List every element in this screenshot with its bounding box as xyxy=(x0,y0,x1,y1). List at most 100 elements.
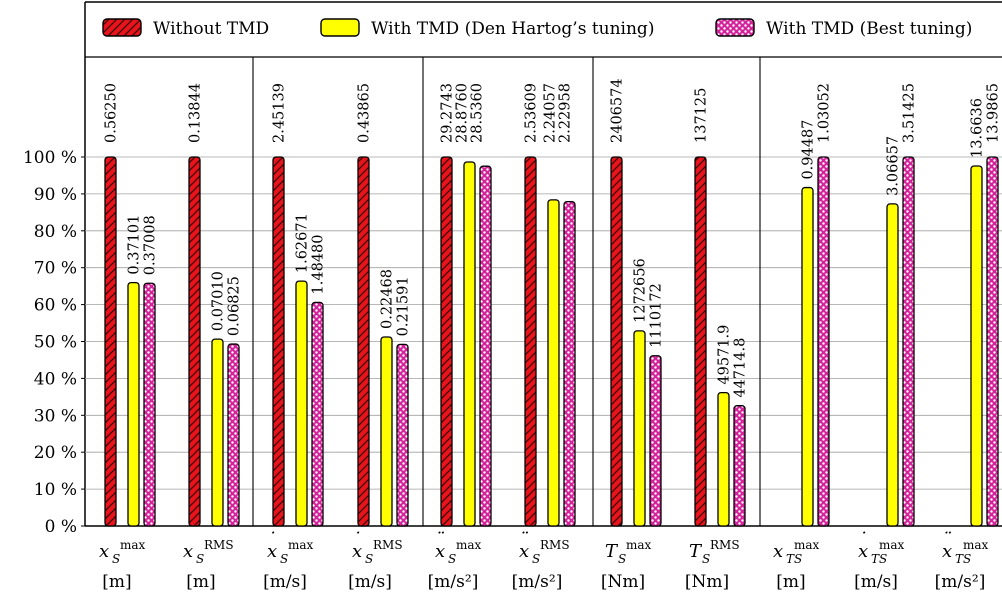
value-label-1-7: 49571.9 xyxy=(717,325,733,385)
y-tick-label: 10 % xyxy=(34,480,77,500)
value-label-1-9: 3.06657 xyxy=(886,136,902,196)
x-category-sub: S xyxy=(280,552,288,566)
x-category-symbol: x xyxy=(942,541,952,562)
x-category-unit: [Nm] xyxy=(685,572,729,592)
x-category-symbol: T xyxy=(689,541,703,562)
x-category-unit: [m] xyxy=(186,572,215,592)
value-label-1-10: 13.6636 xyxy=(970,98,986,158)
y-tick-label: 80 % xyxy=(34,222,77,242)
bar-0-3 xyxy=(357,156,370,527)
bar-1-2 xyxy=(295,280,308,527)
value-label-1-2: 1.62671 xyxy=(295,213,311,273)
bar-2-0 xyxy=(143,282,156,527)
value-label-2-5: 2.22958 xyxy=(558,83,574,143)
bar-2-3 xyxy=(396,343,409,527)
legend: Without TMD With TMD (Den Hartog’s tuning… xyxy=(102,18,972,39)
x-category-sub: S xyxy=(196,552,204,566)
value-label-0-0: 0.56250 xyxy=(104,83,120,143)
value-label-0-5: 2.53609 xyxy=(524,83,540,143)
value-label-1-4: 28.8760 xyxy=(455,83,471,143)
value-label-2-2: 1.48480 xyxy=(311,234,327,294)
value-label-0-7: 137125 xyxy=(694,88,710,143)
bar-0-6 xyxy=(610,156,623,527)
x-category-symbol: x xyxy=(435,541,445,562)
x-category-symbol: T xyxy=(605,541,619,562)
x-category-unit: [m/s²] xyxy=(935,572,986,592)
bar-1-1 xyxy=(211,338,224,527)
bar-0-4 xyxy=(440,156,453,527)
legend-label-1: With TMD (Den Hartog’s tuning) xyxy=(371,19,654,39)
x-category-sub: TS xyxy=(871,552,887,566)
x-category-sup: max xyxy=(456,538,482,552)
x-category-symbol: x xyxy=(267,541,277,562)
bar-2-6 xyxy=(649,355,662,527)
y-tick-label: 0 % xyxy=(45,517,77,537)
x-category-symbol: x xyxy=(99,541,109,562)
value-label-2-8: 1.03052 xyxy=(817,83,833,143)
y-tick-label: 60 % xyxy=(34,296,77,316)
x-category-dot: ¨ xyxy=(942,529,952,550)
x-category-sub: S xyxy=(448,552,456,566)
value-labels: 0.56250 0.13844 2.45139 0.43865 29.2743 2.536… xyxy=(104,78,1002,397)
x-category-dot: ˙ xyxy=(352,529,361,550)
value-label-0-4: 29.2743 xyxy=(440,83,456,143)
x-category-sup: max xyxy=(626,538,652,552)
x-category-dot: ˙ xyxy=(858,529,867,550)
x-category-unit: [m/s] xyxy=(854,572,898,592)
y-tick-label: 50 % xyxy=(34,333,77,353)
y-axis: 0 % 10 % 20 % 30 % 40 % 50 % 60 % 70 % 80 % 90 % 1… xyxy=(23,148,1002,537)
x-category-unit: [m/s] xyxy=(263,572,307,592)
x-category-dot: ¨ xyxy=(519,529,529,550)
value-label-2-7: 44714.8 xyxy=(733,338,749,398)
x-category-unit: [Nm] xyxy=(601,572,645,592)
bar-0-1 xyxy=(188,156,201,527)
value-label-0-2: 2.45139 xyxy=(272,83,288,143)
bar-1-9 xyxy=(886,203,899,527)
legend-label-2: With TMD (Best tuning) xyxy=(766,19,972,39)
x-category-unit: [m] xyxy=(102,572,131,592)
y-tick-label: 100 % xyxy=(23,148,77,168)
x-category-sub: S xyxy=(532,552,540,566)
value-label-1-6: 1272656 xyxy=(633,258,649,323)
bar-2-10 xyxy=(986,156,999,527)
bar-2-5 xyxy=(563,200,576,527)
group-separators xyxy=(252,57,761,526)
y-tick-label: 90 % xyxy=(34,185,77,205)
bars xyxy=(104,156,999,527)
value-label-2-10: 13.9865 xyxy=(986,83,1002,143)
x-category-dot: ¨ xyxy=(435,529,445,550)
x-category-symbol: x xyxy=(773,541,783,562)
x-category-unit: [m/s] xyxy=(348,572,392,592)
x-category-unit: [m/s²] xyxy=(428,572,479,592)
x-category-sub: TS xyxy=(786,552,802,566)
bar-0-2 xyxy=(272,156,285,527)
bar-1-5 xyxy=(547,199,560,527)
bar-0-7 xyxy=(694,156,707,527)
bar-2-1 xyxy=(227,343,240,527)
x-category-symbol: x xyxy=(858,541,868,562)
bar-2-8 xyxy=(817,156,830,527)
x-category-sup: max xyxy=(879,538,905,552)
x-category-symbol: x xyxy=(352,541,362,562)
value-label-2-9: 3.51425 xyxy=(902,83,918,143)
x-category-unit: [m] xyxy=(776,572,805,592)
y-tick-label: 20 % xyxy=(34,443,77,463)
bar-1-6 xyxy=(633,330,646,527)
value-label-1-3: 0.22468 xyxy=(380,269,396,329)
x-category-sup: max xyxy=(963,538,989,552)
value-label-0-3: 0.43865 xyxy=(357,83,373,143)
x-category-sub: TS xyxy=(955,552,971,566)
legend-swatch-1 xyxy=(320,18,360,37)
legend-label-0: Without TMD xyxy=(153,19,269,39)
x-category-sup: max xyxy=(794,538,820,552)
x-category-sub: S xyxy=(702,552,710,566)
value-label-0-6: 2406574 xyxy=(610,78,626,143)
x-category-sup: max xyxy=(120,538,146,552)
